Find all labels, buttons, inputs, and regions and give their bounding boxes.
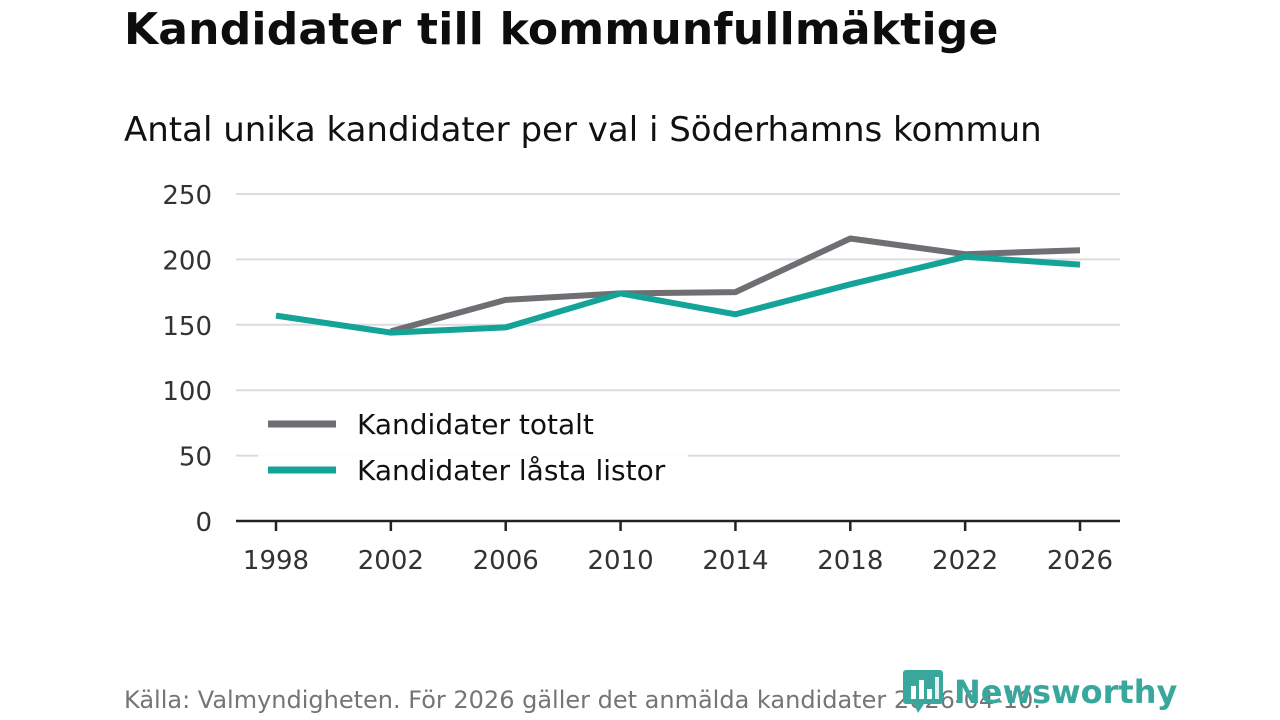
x-tick-label: 2022 xyxy=(932,546,998,576)
x-tick-label: 2014 xyxy=(702,546,768,576)
y-tick-label: 50 xyxy=(179,443,212,473)
brand-logo: Newsworthy xyxy=(902,670,1177,714)
x-tick-label: 2010 xyxy=(587,546,653,576)
series-lines xyxy=(275,235,1081,336)
chart-subtitle: Antal unika kandidater per val i Söderha… xyxy=(124,110,1042,150)
legend-background xyxy=(258,400,688,496)
brand-name: Newsworthy xyxy=(954,673,1178,711)
series-line-kandidater-totalt xyxy=(390,235,1081,335)
source-note: Källa: Valmyndigheten. För 2026 gäller d… xyxy=(124,686,1041,714)
x-tick-label: 2018 xyxy=(817,546,883,576)
y-tick-label: 200 xyxy=(162,246,212,276)
x-tick-label: 2006 xyxy=(473,546,539,576)
y-tick-label: 0 xyxy=(195,508,212,538)
legend-label: Kandidater låsta listor xyxy=(357,454,666,487)
x-tick-label: 2002 xyxy=(358,546,424,576)
legend-label: Kandidater totalt xyxy=(357,408,594,441)
x-tick-label: 2026 xyxy=(1047,546,1113,576)
series-line-kandidater-lasta-listor xyxy=(275,253,1081,336)
y-tick-label: 250 xyxy=(162,181,212,211)
y-axis-ticks: 0 50 100 150 200 250 xyxy=(162,181,212,538)
newsworthy-logo-icon xyxy=(903,670,943,713)
y-tick-label: 100 xyxy=(162,377,212,407)
x-tick-label: 1998 xyxy=(243,546,309,576)
x-axis: 1998 2002 2006 2010 2014 2018 2022 2026 xyxy=(236,519,1120,576)
chart-title: Kandidater till kommunfullmäktige xyxy=(124,4,999,55)
y-tick-label: 150 xyxy=(162,312,212,342)
legend: Kandidater totalt Kandidater låsta listor xyxy=(258,400,688,496)
